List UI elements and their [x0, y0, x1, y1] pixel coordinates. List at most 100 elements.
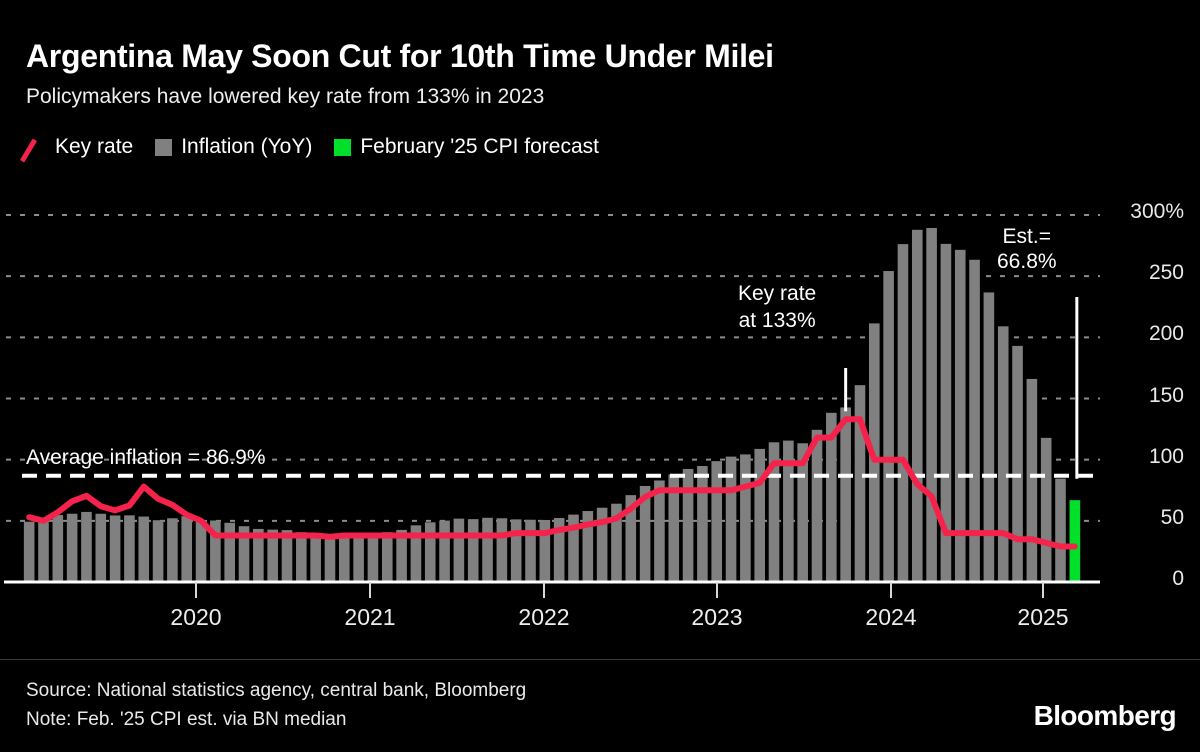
annotation-est-line2: 66.8%: [997, 250, 1057, 273]
inflation-bar[interactable]: [124, 515, 135, 582]
inflation-bar[interactable]: [195, 520, 207, 582]
inflation-bar[interactable]: [1026, 378, 1038, 582]
footer-note: Note: Feb. '25 CPI est. via BN median: [26, 709, 347, 730]
x-axis-tick-label: 2021: [344, 604, 396, 630]
x-axis-tick-label: 2022: [518, 604, 570, 630]
page-subtitle: Policymakers have lowered key rate from …: [26, 85, 545, 108]
inflation-bar[interactable]: [439, 520, 450, 582]
inflation-bar[interactable]: [324, 536, 336, 582]
inflation-bar[interactable]: [969, 259, 980, 582]
inflation-bar[interactable]: [424, 522, 436, 582]
annotation-average-inflation: Average inflation = 86.9%: [26, 445, 266, 469]
forecast-bar[interactable]: [1069, 500, 1081, 582]
inflation-bar[interactable]: [997, 326, 1009, 582]
inflation-bar[interactable]: [381, 532, 393, 582]
inflation-bar[interactable]: [453, 518, 465, 582]
inflation-bar[interactable]: [224, 522, 236, 582]
inflation-bar[interactable]: [23, 521, 35, 582]
inflation-bar[interactable]: [1040, 437, 1052, 582]
y-axis-labels: 0 50 100 150 200 250 300%: [1104, 0, 1200, 752]
inflation-bar[interactable]: [66, 513, 78, 582]
inflation-bar[interactable]: [940, 243, 952, 582]
inflation-bar[interactable]: [396, 529, 407, 582]
inflation-bar[interactable]: [81, 511, 92, 582]
inflation-bar[interactable]: [625, 495, 637, 582]
inflation-bar[interactable]: [310, 537, 321, 582]
inflation-bar[interactable]: [568, 514, 579, 582]
key-rate-line[interactable]: [26, 416, 1078, 550]
inflation-bar[interactable]: [467, 519, 479, 582]
inflation-bar[interactable]: [367, 534, 379, 582]
forecast-box-swatch-icon: [334, 138, 352, 156]
inflation-bar[interactable]: [353, 537, 364, 582]
inflation-bar[interactable]: [510, 519, 522, 582]
inflation-bar[interactable]: [281, 530, 293, 582]
legend-item-inflation[interactable]: Inflation (YoY): [155, 135, 312, 159]
inflation-bar[interactable]: [496, 518, 508, 582]
inflation-bar[interactable]: [826, 412, 837, 582]
inflation-bar[interactable]: [525, 519, 536, 582]
inflation-bar[interactable]: [253, 528, 264, 582]
y-axis-tick-label: 200: [1148, 322, 1184, 346]
inflation-bar[interactable]: [897, 244, 909, 582]
legend-item-forecast[interactable]: February '25 CPI forecast: [334, 135, 599, 159]
inflation-bar[interactable]: [539, 519, 551, 582]
inflation-bar[interactable]: [654, 480, 665, 582]
page-title: Argentina May Soon Cut for 10th Time Und…: [26, 38, 774, 74]
inflation-bar[interactable]: [109, 515, 121, 582]
inflation-bar[interactable]: [210, 520, 221, 582]
inflation-bar[interactable]: [95, 513, 107, 582]
inflation-bar[interactable]: [52, 515, 64, 582]
inflation-bar[interactable]: [754, 448, 766, 582]
inflation-bar[interactable]: [797, 443, 808, 582]
inflation-bar[interactable]: [926, 227, 937, 582]
inflation-bar[interactable]: [911, 229, 923, 582]
inflation-box-swatch-icon: [155, 138, 173, 156]
x-axis-tick-label: 2024: [865, 604, 917, 630]
inflation-bar[interactable]: [553, 518, 565, 582]
legend-label-inflation: Inflation (YoY): [181, 135, 313, 158]
inflation-bar[interactable]: [711, 461, 723, 582]
inflation-bar[interactable]: [38, 519, 49, 582]
inflation-bar[interactable]: [611, 503, 622, 582]
inflation-bar[interactable]: [697, 466, 708, 582]
inflation-bar[interactable]: [138, 516, 150, 582]
y-axis-tick-label: 150: [1148, 383, 1184, 407]
inflation-bar[interactable]: [238, 526, 250, 582]
inflation-bar[interactable]: [983, 292, 995, 582]
legend-item-key-rate[interactable]: Key rate: [24, 135, 133, 159]
annotation-key-rate-line2: at 133%: [738, 309, 816, 332]
inflation-bar[interactable]: [152, 520, 164, 582]
inflation-bar[interactable]: [1055, 478, 1066, 582]
footer-source: Source: National statistics agency, cent…: [26, 680, 527, 701]
inflation-bar[interactable]: [582, 511, 594, 582]
inflation-bar[interactable]: [682, 468, 694, 582]
inflation-bar[interactable]: [725, 456, 737, 582]
inflation-bar[interactable]: [740, 454, 751, 582]
inflation-bar[interactable]: [668, 474, 680, 582]
inflation-bar[interactable]: [768, 442, 780, 582]
inflation-bar[interactable]: [267, 529, 278, 582]
x-axis-tick-label: 2023: [691, 604, 743, 630]
inflation-bar[interactable]: [883, 271, 894, 582]
inflation-bar[interactable]: [639, 485, 651, 582]
inflation-bar[interactable]: [783, 440, 794, 582]
inflation-bar[interactable]: [181, 516, 193, 582]
inflation-bar[interactable]: [854, 385, 866, 582]
inflation-bar[interactable]: [410, 525, 422, 582]
inflation-bar[interactable]: [296, 532, 307, 582]
annotation-estimate: Est.= 66.8%: [997, 224, 1057, 274]
bloomberg-logo: Bloomberg: [1033, 700, 1177, 731]
inflation-bar[interactable]: [811, 429, 823, 582]
legend-label-forecast: February '25 CPI forecast: [360, 135, 599, 158]
inflation-bar[interactable]: [840, 407, 851, 582]
inflation-bar[interactable]: [1012, 345, 1023, 582]
inflation-bar[interactable]: [482, 517, 493, 582]
inflation-bar[interactable]: [167, 518, 178, 582]
inflation-bar[interactable]: [338, 538, 350, 582]
y-axis-tick-label: 50: [1160, 505, 1184, 529]
inflation-bar[interactable]: [596, 507, 608, 582]
inflation-bar[interactable]: [954, 249, 966, 583]
